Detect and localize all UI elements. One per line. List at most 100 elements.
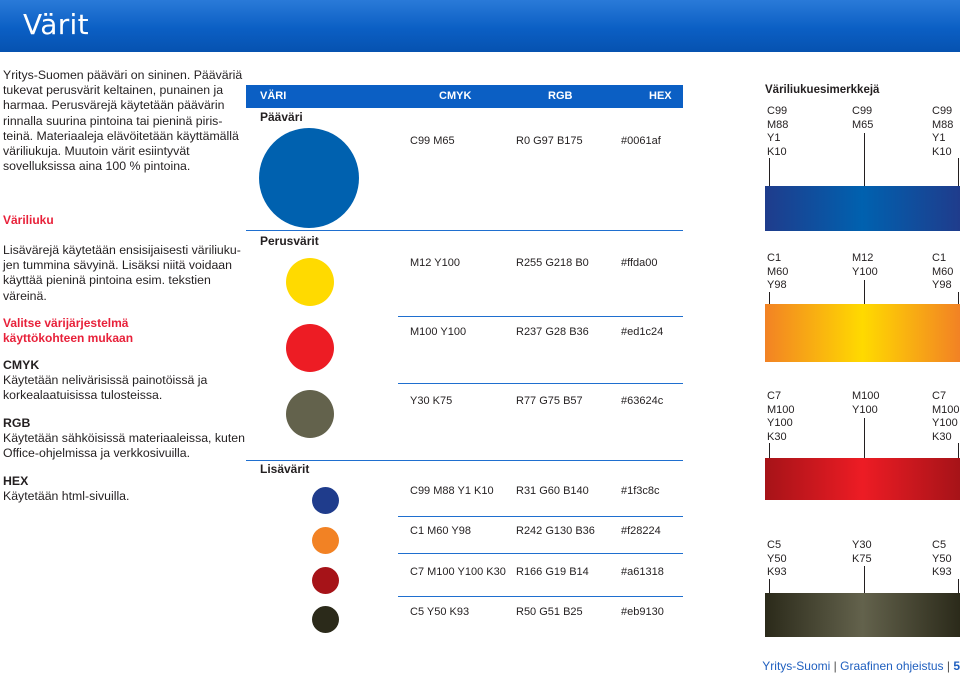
header-color: VÄRI	[260, 90, 287, 102]
hex-description: HEX Käytetään html-sivuilla.	[3, 474, 129, 504]
gradient-code: K93	[932, 566, 952, 578]
gradient-bar	[765, 458, 960, 500]
gradient-tick	[769, 443, 770, 458]
gradient-tick	[958, 158, 959, 186]
intro-line: väriliukuja. Muutoin värit esiintyvät	[3, 144, 190, 159]
gradient-code: K30	[767, 430, 787, 443]
gradient-tick	[864, 418, 865, 458]
gradient-code: Y100	[767, 417, 793, 429]
gradient-label-middle: M12 Y100	[852, 252, 878, 279]
rgb-text-line: Käytetään sähköisissä materiaaleissa, ku…	[3, 431, 245, 446]
gradient-code: K10	[932, 145, 952, 158]
gradient-tick	[958, 443, 959, 458]
gradient-code: K10	[767, 145, 787, 158]
cmyk-value: M12 Y100	[410, 257, 460, 269]
gradient-code: M88	[932, 118, 954, 131]
gradient-tick	[864, 566, 865, 593]
group-extra: Lisävärit	[260, 462, 310, 476]
gradient-code: C99	[767, 105, 788, 117]
hex-value: #f28224	[621, 525, 661, 537]
gradient-tick	[769, 292, 770, 304]
gradient-text-line: jen tummina sävyinä. Lisäksi niitä voida…	[3, 258, 232, 273]
gradient-bar	[765, 593, 960, 637]
gradient-code: C1	[932, 252, 947, 264]
row-divider	[398, 553, 683, 554]
cmyk-text-line: Käytetään nelivärisissä painotöissä ja	[3, 373, 208, 388]
hex-value: #1f3c8c	[621, 485, 660, 497]
gradient-label-right: C99 M88 Y1 K10	[932, 105, 953, 159]
choose-system-heading: Valitse värijärjestelmä käyttökohteen mu…	[3, 316, 133, 346]
gradient-code: M65	[852, 118, 874, 131]
gradient-tick	[769, 579, 770, 593]
footer-separator: |	[833, 659, 841, 673]
row-divider	[398, 516, 683, 517]
gradient-label-left: C7 M100 Y100 K30	[767, 390, 795, 444]
swatch-circle	[286, 324, 334, 372]
gradient-code: Y1	[767, 132, 781, 144]
gradient-code: Y30	[852, 539, 872, 551]
page-title: Värit	[23, 8, 89, 41]
gradient-code: K30	[932, 430, 952, 443]
hex-label: HEX	[3, 474, 29, 488]
rgb-value: R77 G75 B57	[516, 395, 583, 407]
gradient-label-middle: M100 Y100	[852, 390, 880, 417]
gradient-tick	[958, 579, 959, 593]
page-header: Värit	[0, 0, 960, 52]
rgb-value: R166 G19 B14	[516, 566, 589, 578]
swatch-circle	[312, 487, 339, 514]
gradient-label-middle: Y30 K75	[852, 539, 872, 566]
gradient-label-middle: C99 M65	[852, 105, 873, 132]
gradient-code: M60	[932, 265, 954, 278]
gradient-text-line: käyttää pieninä pintoina esim. tekstien	[3, 273, 211, 288]
group-divider	[246, 460, 683, 461]
intro-line: harmaa. Perusvärejä käytetään päävärin	[3, 98, 225, 113]
cmyk-text-line: korkealaatuisissa tulosteissa.	[3, 388, 163, 403]
rgb-text-line: Office-ohjelmissa ja verkkosivuilla.	[3, 446, 191, 461]
cmyk-value: C99 M65	[410, 135, 455, 147]
cmyk-value: C99 M88 Y1 K10	[410, 485, 494, 497]
footer-separator: |	[946, 659, 954, 673]
group-basic: Perusvärit	[260, 234, 319, 248]
cmyk-value: C5 Y50 K93	[410, 606, 470, 618]
header-rgb: RGB	[548, 90, 573, 102]
gradient-examples-heading: Väriliukuesimerkkejä	[765, 84, 880, 96]
gradient-code: Y98	[767, 279, 787, 291]
gradient-bar	[765, 186, 960, 231]
footer-brand: Yritys-Suomi	[762, 659, 831, 673]
gradient-text-line: Lisävärejä käytetään ensisijaisesti väri…	[3, 243, 241, 257]
rgb-value: R237 G28 B36	[516, 326, 589, 338]
gradient-code: Y100	[852, 403, 878, 416]
hex-value: #ed1c24	[621, 326, 664, 338]
gradient-heading: Väriliuku	[3, 213, 54, 227]
rgb-label: RGB	[3, 416, 31, 430]
hex-value: #0061af	[621, 135, 661, 147]
hex-value: #a61318	[621, 566, 664, 578]
cmyk-value: C1 M60 Y98	[410, 525, 471, 537]
gradient-label-right: C5 Y50 K93	[932, 539, 952, 580]
choose-heading-line: Valitse värijärjestelmä	[3, 316, 129, 330]
rgb-value: R255 G218 B0	[516, 257, 589, 269]
intro-text: Yritys-Suomen pääväri on sininen. Päävär…	[3, 68, 242, 174]
swatch-circle	[312, 567, 339, 594]
header-cmyk: CMYK	[439, 90, 472, 102]
swatch-circle	[286, 390, 334, 438]
gradient-tick	[769, 158, 770, 186]
gradient-label-right: C1 M60 Y98	[932, 252, 953, 293]
color-table-header: VÄRI CMYK RGB HEX	[246, 85, 683, 108]
intro-line: Yritys-Suomen pääväri on sininen. Päävär…	[3, 68, 243, 82]
gradient-code: Y1	[932, 132, 946, 144]
gradient-code: Y50	[932, 552, 952, 565]
gradient-code: M12	[852, 252, 874, 264]
gradient-code: M60	[767, 265, 789, 278]
group-primary: Pääväri	[260, 110, 303, 124]
swatch-circle	[312, 606, 339, 633]
gradient-code: K93	[767, 566, 787, 578]
gradient-code: Y50	[767, 552, 787, 565]
cmyk-description: CMYK Käytetään nelivärisissä painotöissä…	[3, 358, 207, 404]
rgb-description: RGB Käytetään sähköisissä materiaaleissa…	[3, 416, 245, 462]
gradient-tick	[864, 133, 865, 186]
gradient-code: M100	[767, 403, 795, 416]
cmyk-value: M100 Y100	[410, 326, 467, 338]
group-divider	[246, 230, 683, 231]
gradient-code: C99	[852, 105, 873, 117]
